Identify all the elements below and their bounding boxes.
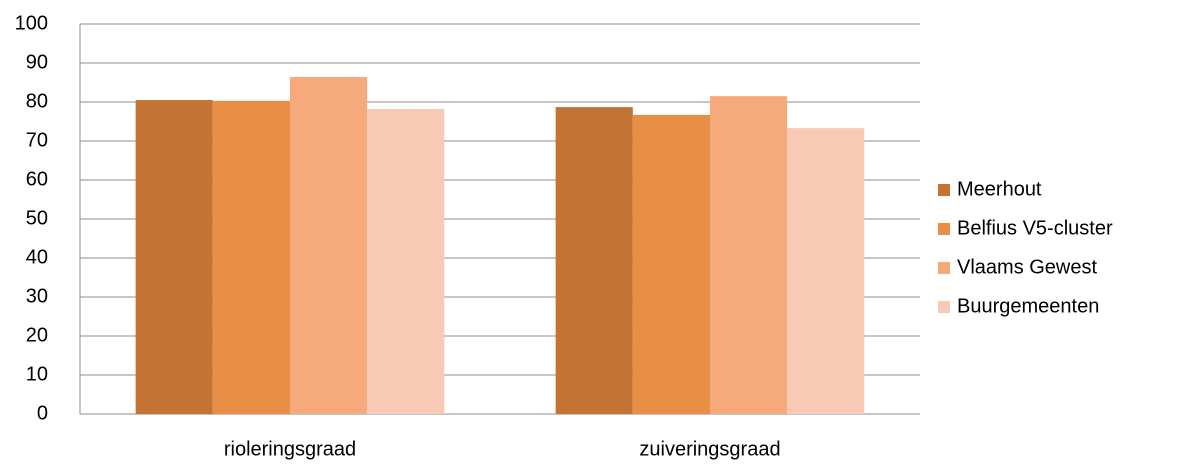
y-tick-label: 0 xyxy=(37,402,48,424)
bar xyxy=(632,114,710,415)
y-tick-label: 60 xyxy=(26,168,48,190)
y-tick-label: 70 xyxy=(26,129,48,151)
y-tick-label: 20 xyxy=(26,324,48,346)
legend-label: Vlaams Gewest xyxy=(957,256,1097,278)
legend-swatch xyxy=(938,301,950,313)
bar xyxy=(290,77,368,414)
y-tick-label: 10 xyxy=(26,363,48,385)
y-tick-label: 90 xyxy=(26,51,48,73)
x-tick-label: zuiveringsgraad xyxy=(639,438,780,460)
x-tick-label: rioleringsgraad xyxy=(224,438,356,460)
bar xyxy=(710,96,788,415)
legend-label: Buurgemeenten xyxy=(957,295,1099,317)
bar xyxy=(367,109,445,415)
y-tick-label: 50 xyxy=(26,207,48,229)
legend-label: Meerhout xyxy=(957,178,1042,200)
y-tick-label: 100 xyxy=(15,12,48,34)
bar xyxy=(555,107,633,414)
y-tick-label: 80 xyxy=(26,90,48,112)
legend-swatch xyxy=(938,223,950,235)
y-tick-label: 40 xyxy=(26,246,48,268)
y-tick-label: 30 xyxy=(26,285,48,307)
legend-swatch xyxy=(938,262,950,274)
legend-swatch xyxy=(938,184,950,196)
bar xyxy=(135,100,213,415)
legend-label: Belfius V5-cluster xyxy=(957,217,1113,239)
bar xyxy=(212,100,290,414)
bar xyxy=(787,128,865,414)
